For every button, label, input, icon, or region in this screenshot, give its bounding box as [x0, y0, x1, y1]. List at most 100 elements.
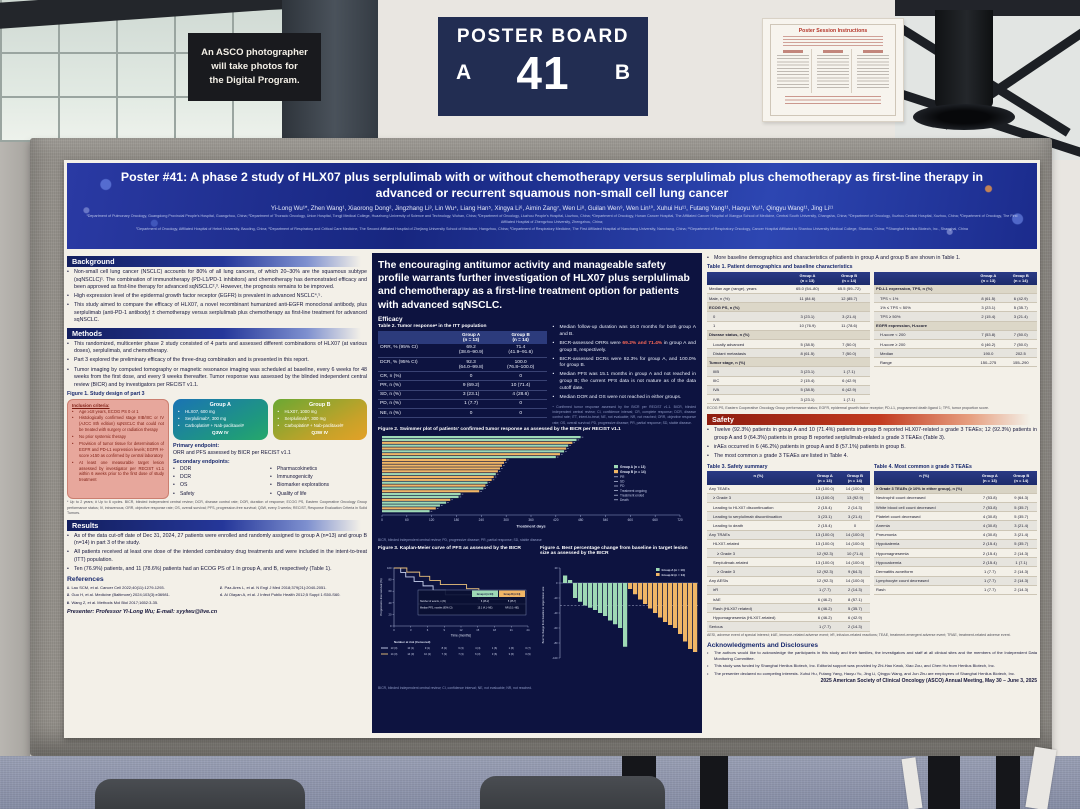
- y-tick-label: 0: [556, 581, 558, 585]
- swimmer-bar-group-B: [382, 452, 560, 455]
- meeting-line: 2025 American Society of Clinical Oncolo…: [820, 678, 1037, 685]
- group-a-value: 69.2 (38.6–90.9): [447, 343, 495, 359]
- row-label: ORR, % (95% CI): [378, 343, 448, 359]
- row-label: SD, n (%): [378, 390, 448, 400]
- table-row: Tumor stage, n (%): [707, 357, 870, 368]
- y-tick-label: 20: [389, 612, 392, 616]
- group-b-value: 9 (64.3): [1005, 493, 1037, 504]
- row-label: Male, n (%): [707, 293, 787, 304]
- swimmer-bar-group-B: [382, 467, 500, 470]
- row-label: Platelet count decreased: [874, 511, 975, 522]
- waterfall-bar-group-a: [593, 582, 598, 610]
- legend-swatch: [656, 572, 660, 576]
- bullet-item: • Age ≥18 years, ECOG PS 0 or 1: [72, 409, 164, 415]
- waterfall-bar-group-a: [573, 582, 578, 598]
- group-b-value: 65.5 (59–72): [828, 284, 870, 294]
- x-tick-label: 180: [454, 518, 460, 522]
- bullet-text: HLX07, 1000 mg: [284, 409, 317, 415]
- group-b-value: [1004, 284, 1037, 294]
- bullet-text: Carboplatin# + Nab-paclitaxel#: [185, 422, 244, 428]
- bullet-marker: •: [67, 340, 69, 347]
- group-b-value: 6 (42.9): [828, 385, 870, 396]
- bullet-marker: •: [552, 324, 555, 330]
- table2-footnote: ᵃ Confirmed tumor response assessed by t…: [552, 405, 696, 425]
- table-header-row: n (%) Group A (n = 13) Group B (n = 14): [707, 471, 870, 485]
- bullet-marker: •: [270, 482, 272, 489]
- row-label: Leading to serplulimab discontinuation: [707, 511, 810, 522]
- figure34-footnote: BICR, blinded independent central review…: [378, 685, 532, 690]
- bullet-text: Serplulimab*, 300 mg: [185, 415, 227, 421]
- bullet-marker: •: [67, 532, 69, 539]
- bullet-marker: •: [178, 422, 180, 428]
- bullet-text: OS: [180, 482, 188, 489]
- results-bullets: • As of the data cut-off date of Dec 31, …: [67, 533, 367, 574]
- table-row: Any TRAEs 13 (100.0) 14 (100.0): [707, 530, 870, 540]
- group-a-value: [786, 330, 829, 340]
- table-row: TPS ≥ 50% 2 (15.4) 3 (21.4): [874, 311, 1037, 322]
- bullet-text: DOR: [180, 465, 192, 472]
- bullet-item: • Histologically confirmed stage IIIB/III…: [72, 415, 164, 433]
- side-wall: [0, 142, 30, 756]
- group-a-value: 12 (92.3): [809, 566, 840, 577]
- table-row: Median age (range), years 65.0 (54–80) 65.…: [707, 284, 870, 294]
- bullet-text: The presenter declared no competing inte…: [714, 670, 1016, 676]
- poster-affiliations-line1: ¹Department of Pulmonary Oncology, Guang…: [86, 213, 1018, 224]
- bullet-marker: •: [707, 443, 709, 450]
- row-label: Serious: [707, 621, 810, 632]
- x-tick-label: 9: [444, 628, 446, 632]
- waterfall-bar-group-b: [633, 582, 638, 595]
- bullet-marker: •: [67, 269, 69, 275]
- group-a-value: 4 (30.8): [974, 520, 1006, 531]
- group-a-value: 13 (100.0): [809, 493, 840, 504]
- bullet-text: Ten (76.9%) patients, and 11 (78.6%) pat…: [74, 565, 332, 572]
- group-a-value: 6 (46.2): [809, 594, 840, 605]
- bullet-marker: •: [72, 441, 74, 447]
- bullet-item: • Immunogenicity: [270, 474, 367, 481]
- group-b-value: 10 (71.4): [494, 380, 547, 391]
- bullet-marker: •: [67, 366, 69, 373]
- key-conclusion-headline: The encouraging antitumor activity and m…: [378, 260, 690, 311]
- table-row: DCR, % (95% CI) 92.3 (64.0–99.8) 100.0 (76…: [378, 357, 547, 373]
- bullet-marker: •: [67, 549, 69, 556]
- y-tick-label: -80: [554, 641, 558, 645]
- bullet-item: • Serplulimab*, 300 mg: [278, 416, 363, 422]
- bullet-item: • 5. Wang Z, et al. Methods Mol Biol 2017…: [67, 600, 214, 606]
- bullet-item: • Carboplatin# + Nab-paclitaxel#: [178, 423, 263, 429]
- waterfall-bar-group-b: [678, 582, 683, 634]
- group-b-value: [1004, 321, 1037, 331]
- bullet-text: Non-small cell lung cancer (NSCLC) accou…: [74, 269, 367, 291]
- group-a-value: 3 (23.1): [786, 311, 829, 322]
- table1-left: Group A (n = 13) Group B (n = 14) Median a…: [707, 271, 870, 405]
- x-axis-label: Time (months): [451, 633, 471, 637]
- bullet-text: Part 3 explored the preliminary efficacy…: [74, 357, 309, 364]
- group-b-value: 5 (35.7): [1005, 502, 1037, 513]
- bullet-text: 2. Paz-Ares L, et al. N Engl J Med 2018;…: [220, 585, 327, 591]
- group-b-title: Group B: [308, 401, 331, 408]
- table-row: Rash (HLX07 related) 6 (46.2) 5 (35.7): [707, 603, 870, 614]
- row-label: Range: [874, 357, 973, 368]
- row-label: CR, n (%): [378, 371, 448, 382]
- data-table: Group A (n = 13) Group B (n = 14) PD-L1 ex…: [874, 271, 1037, 368]
- risk-count: 3 (6): [509, 652, 514, 656]
- bullet-item: • BICR-assessed ORRs were 69.2% and 71.4%…: [553, 341, 696, 355]
- board-number: 41: [516, 47, 570, 99]
- bullet-text: DCR: [180, 474, 192, 481]
- swimmer-bar-group-B: [382, 447, 567, 450]
- swimmer-bar-group-A: [382, 501, 447, 504]
- bullet-text: Quality of life: [277, 490, 307, 497]
- table2-caption: Table 2. Tumor responseᵃ in the ITT popu…: [378, 324, 487, 330]
- instructions-columns: [775, 49, 891, 93]
- poster-session-instructions-card: Poster Session Instructions: [762, 18, 904, 122]
- right-column: • More baseline demographics and characte…: [707, 253, 1037, 733]
- bullet-text: BICR-assessed ORRs were 69.2% and 71.4% …: [560, 341, 696, 355]
- group-b-value: 2 (14.3): [839, 585, 870, 595]
- inset-value-a: 6 (46.2): [481, 600, 489, 603]
- group-a-value: [972, 284, 1005, 294]
- row-label: Any TEAEs: [707, 484, 810, 494]
- waterfall-bar-group-b: [668, 582, 673, 625]
- figure4-caption: Figure 4. Best percentage change from ba…: [540, 546, 688, 557]
- bullet-text: 1. Lau SCM, et al. Cancer Cell 2022;40(1…: [67, 585, 165, 591]
- inset-header-a: [472, 590, 498, 597]
- row-label: Disease status, n (%): [707, 330, 787, 340]
- data-table: Group A (n = 13) Group B (n = 14) ORR, % (…: [378, 330, 547, 419]
